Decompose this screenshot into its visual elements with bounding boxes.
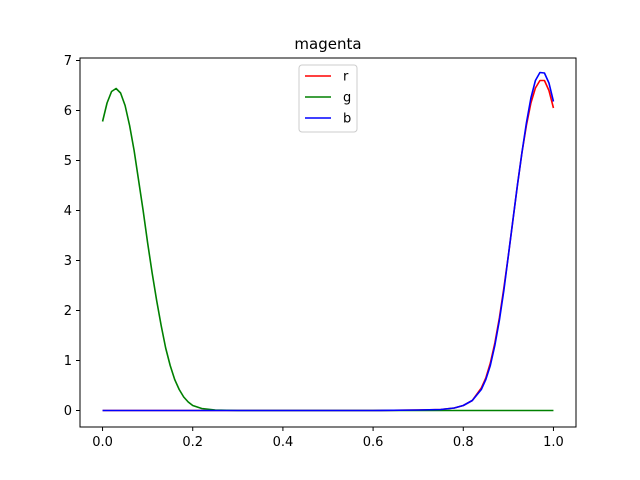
y-tick-label: 6: [64, 104, 72, 119]
series-line-g: [101, 87, 554, 412]
y-tick-label: 1: [64, 354, 72, 369]
x-tick-label: 0.8: [453, 435, 474, 450]
y-tick-label: 7: [64, 54, 72, 69]
x-tick-label: 0.0: [92, 435, 113, 450]
y-tick-label: 2: [64, 304, 72, 319]
plot-frame: [79, 57, 577, 428]
y-tick-label: 0: [64, 404, 72, 419]
legend-label-b: b: [343, 112, 351, 127]
x-axis: 0.0 0.2 0.4 0.6 0.8 1.0: [92, 427, 564, 450]
legend: rgb: [298, 64, 358, 133]
legend-label-r: r: [343, 70, 349, 85]
y-axis: 0 1 2 3 4 5 6 7: [64, 54, 80, 419]
x-tick-label: 0.2: [182, 435, 203, 450]
x-tick-label: 1.0: [543, 435, 564, 450]
x-tick-label: 0.4: [273, 435, 294, 450]
series-line-b: [102, 71, 555, 412]
legend-label-g: g: [343, 91, 351, 106]
chart-title: magenta: [294, 35, 361, 53]
x-tick-label: 0.6: [363, 435, 384, 450]
y-tick-label: 3: [64, 254, 72, 269]
legend-box: [298, 64, 358, 133]
y-tick-label: 5: [64, 154, 72, 169]
y-tick-label: 4: [64, 204, 72, 219]
plot-series: [101, 71, 555, 412]
